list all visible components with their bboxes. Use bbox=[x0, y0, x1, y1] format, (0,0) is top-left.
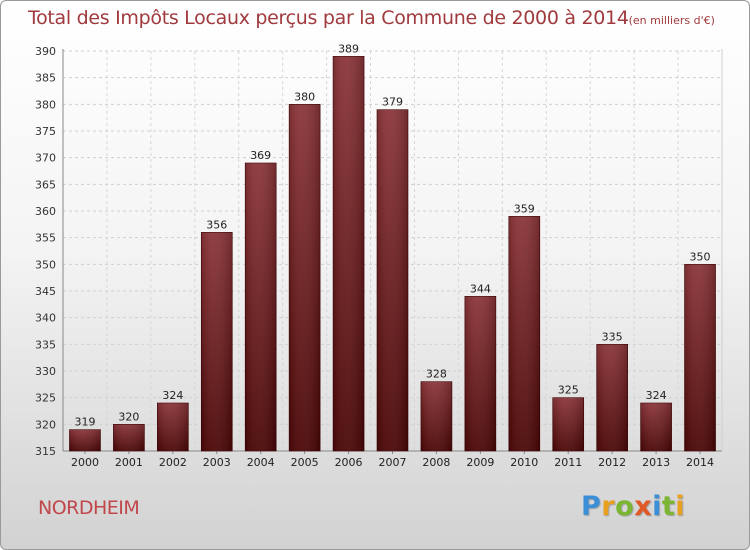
y-tick-label: 370 bbox=[35, 152, 56, 165]
y-tick-label: 335 bbox=[35, 338, 56, 351]
bar-value-labels: 319 320 324 356 369 380 389 379 328 344 359 325 335 3… bbox=[74, 42, 710, 428]
bar-value-label: 359 bbox=[514, 202, 535, 215]
y-tick-label: 365 bbox=[35, 178, 56, 191]
bars bbox=[69, 56, 716, 452]
logo-letter: o bbox=[615, 491, 635, 522]
x-tick-label: 2003 bbox=[203, 456, 231, 469]
bar-value-label: 389 bbox=[338, 42, 359, 55]
bar-shading bbox=[157, 403, 189, 451]
chart-title-unit: (en milliers d'€) bbox=[628, 14, 715, 27]
bar-value-label: 324 bbox=[162, 389, 183, 402]
y-tick-label: 325 bbox=[35, 392, 56, 405]
y-tick-label: 345 bbox=[35, 285, 56, 298]
x-tick-label: 2007 bbox=[379, 456, 407, 469]
x-tick-label: 2004 bbox=[247, 456, 275, 469]
bar-shading bbox=[552, 397, 584, 451]
bar-value-label: 344 bbox=[470, 282, 491, 295]
axes: 315 320 325 330 335 340 345 350 355 360 365 370 375 3… bbox=[35, 45, 723, 469]
x-tick-label: 2014 bbox=[686, 456, 714, 469]
x-tick-label: 2008 bbox=[422, 456, 450, 469]
logo-letter: x bbox=[634, 491, 653, 522]
bar-value-label: 369 bbox=[250, 149, 271, 162]
y-tick-label: 340 bbox=[35, 312, 56, 325]
x-tick-label: 2009 bbox=[466, 456, 494, 469]
y-tick-label: 385 bbox=[35, 72, 56, 85]
x-tick-label: 2006 bbox=[335, 456, 363, 469]
y-tick-label: 350 bbox=[35, 258, 56, 271]
x-tick-label: 2001 bbox=[115, 456, 143, 469]
y-tick-label: 360 bbox=[35, 205, 56, 218]
bar-value-label: 356 bbox=[206, 218, 227, 231]
bar-shading bbox=[640, 403, 672, 451]
bar-shading bbox=[289, 104, 321, 451]
bar-value-label: 335 bbox=[602, 330, 623, 343]
bar-shading bbox=[333, 56, 365, 451]
x-tick-label: 2011 bbox=[554, 456, 582, 469]
grid-lines bbox=[63, 50, 722, 451]
logo-letter: i bbox=[675, 491, 686, 522]
logo-letter: P bbox=[581, 491, 602, 522]
y-tick-label: 390 bbox=[35, 45, 56, 58]
bar-shading bbox=[245, 163, 277, 451]
bar-shading bbox=[69, 429, 101, 451]
y-tick-label: 355 bbox=[35, 232, 56, 245]
bar-shading bbox=[508, 216, 540, 451]
bar-value-label: 350 bbox=[690, 250, 711, 263]
bar-value-label: 380 bbox=[294, 90, 315, 103]
bar-value-label: 319 bbox=[74, 416, 95, 429]
bar-value-label: 379 bbox=[382, 96, 403, 109]
bar-shading bbox=[596, 344, 628, 451]
x-tick-label: 2013 bbox=[642, 456, 670, 469]
chart-title-main: Total des Impôts Locaux perçus par la Co… bbox=[28, 7, 629, 29]
bar-shading bbox=[377, 109, 408, 452]
y-tick-label: 380 bbox=[35, 98, 56, 111]
bar-value-label: 328 bbox=[426, 368, 447, 381]
x-tick-label: 2000 bbox=[71, 456, 99, 469]
bar-value-label: 320 bbox=[118, 410, 139, 423]
proxiti-logo: Proxiti bbox=[581, 491, 685, 522]
x-tick-label: 2005 bbox=[291, 456, 319, 469]
logo-letter: t bbox=[661, 491, 676, 522]
bar-shading bbox=[420, 381, 452, 451]
logo-letter: i bbox=[652, 491, 662, 522]
x-tick-label: 2012 bbox=[598, 456, 626, 469]
y-tick-label: 315 bbox=[35, 445, 56, 458]
commune-name: NORDHEIM bbox=[38, 497, 140, 519]
bar-shading bbox=[684, 264, 716, 451]
bar-shading bbox=[464, 296, 496, 451]
x-tick-label: 2010 bbox=[510, 456, 538, 469]
bar-shading bbox=[113, 424, 145, 451]
x-tick-label: 2002 bbox=[159, 456, 187, 469]
y-tick-label: 375 bbox=[35, 125, 56, 138]
chart-title: Total des Impôts Locaux perçus par la Co… bbox=[28, 7, 715, 29]
y-tick-label: 330 bbox=[35, 365, 56, 378]
bar-value-label: 324 bbox=[646, 389, 667, 402]
y-tick-label: 320 bbox=[35, 418, 56, 431]
bar-shading bbox=[201, 232, 233, 451]
bar-value-label: 325 bbox=[558, 384, 579, 397]
logo-letter: r bbox=[601, 491, 616, 522]
